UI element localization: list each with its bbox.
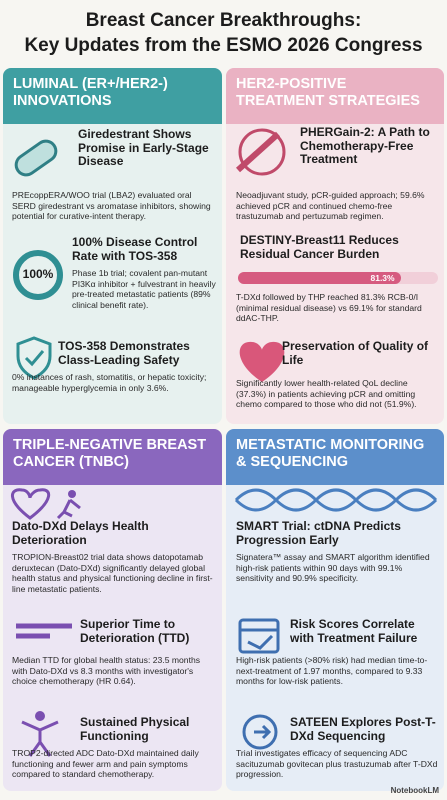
cycle-icon xyxy=(242,714,278,750)
cycle-icon xyxy=(254,724,272,740)
item-title: SATEEN Explores Post-T-DXd Sequencing xyxy=(290,715,436,743)
badge-ring xyxy=(13,250,63,300)
footer: NotebookLM xyxy=(390,786,439,795)
panel: LUMINAL (ER+/HER2-) INNOVATIONS xyxy=(3,68,222,424)
item-body: Signatera™ assay and SMART algorithm ide… xyxy=(236,552,430,584)
title: Key Updates from the ESMO 2026 Congress xyxy=(24,35,423,56)
item-body: TROPION-Breast02 trial data shows datopo… xyxy=(12,552,213,594)
badge: 100% xyxy=(22,267,54,281)
item-body: PREcoppERA/WOO trial (LBA2) evaluated or… xyxy=(12,190,211,222)
item-title: Superior Time to Deterioration (TTD) xyxy=(80,617,190,645)
item-title: TOS-358 Demonstrates Class-Leading Safet… xyxy=(58,339,190,367)
item-title: DESTINY-Breast11 Reduces Residual Cancer… xyxy=(240,233,399,261)
person-icon xyxy=(21,720,59,757)
item-title: Dato-DXd Delays Health Deterioration xyxy=(12,519,149,547)
heart-icon xyxy=(239,341,285,382)
item-body: Median TTD for global health status: 23.… xyxy=(12,655,201,687)
progress-label: 81.3% xyxy=(370,273,395,283)
runner-icon xyxy=(56,498,81,520)
item-title: Giredestrant Shows Promise in Early-Stag… xyxy=(78,127,209,168)
item-title: Preservation of Quality of Life xyxy=(282,339,429,367)
item-title: SMART Trial: ctDNA Predicts Progression … xyxy=(236,519,401,547)
item-title: PHERGain-2: A Path to Chemotherapy-Free … xyxy=(300,125,430,166)
section-heading: TRIPLE-NEGATIVE BREAST CANCER (TNBC) xyxy=(3,429,222,485)
no-icon xyxy=(238,128,286,176)
check-icon xyxy=(24,350,45,367)
calendar-icon xyxy=(238,618,280,654)
section-heading: METASTATIC MONITORING & SEQUENCING xyxy=(226,429,444,485)
item-body: Trial investigates efficacy of sequencin… xyxy=(236,748,438,780)
item-body: 0% instances of rash, stomatitis, or hep… xyxy=(12,372,207,393)
item-title: Risk Scores Correlate with Treatment Fai… xyxy=(290,617,418,645)
item-body: Significantly lower health-related QoL d… xyxy=(236,378,417,410)
calendar-icon xyxy=(240,628,278,650)
item-title: 100% Disease Control Rate with TOS-358 xyxy=(72,235,198,263)
section-heading: HER2-POSITIVE TREATMENT STRATEGIES xyxy=(226,68,444,124)
section-heading: LUMINAL (ER+/HER2-) INNOVATIONS xyxy=(3,68,222,124)
dna-icon xyxy=(234,488,438,512)
item-body: Neoadjuvant study, pCR-guided approach; … xyxy=(236,190,425,222)
progress-bar xyxy=(238,272,401,284)
person-icon xyxy=(35,711,45,721)
item-body: T-DXd followed by THP reached 81.3% RCB-… xyxy=(236,292,422,324)
item-body: High-risk patients (>80% risk) had media… xyxy=(236,655,428,687)
heart-icon xyxy=(11,488,50,520)
item-body: TROP2-directed ADC Dato-DXd maintained d… xyxy=(12,748,199,780)
pill-icon xyxy=(14,139,58,177)
item-title: Sustained Physical Functioning xyxy=(80,715,190,743)
shield-icon xyxy=(16,336,52,380)
item-body: Phase 1b trial; covalent pan-mutant PI3K… xyxy=(72,268,216,310)
title: Breast Cancer Breakthroughs: xyxy=(85,10,362,31)
bars-icon xyxy=(16,623,72,639)
runner-icon xyxy=(68,490,76,498)
